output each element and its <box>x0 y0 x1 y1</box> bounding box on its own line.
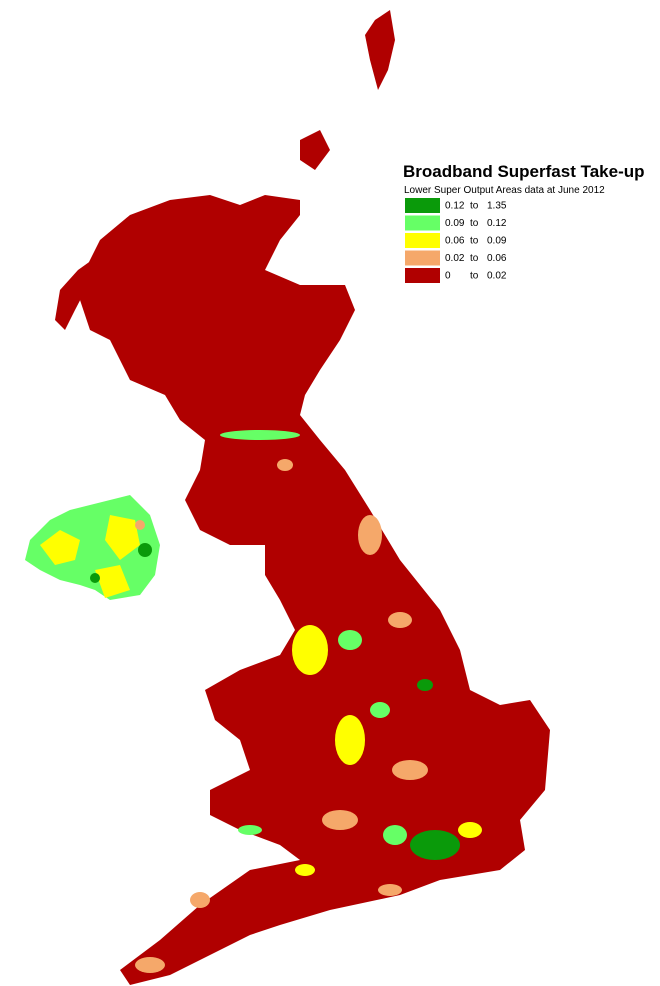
legend-from: 0.02 <box>445 253 465 264</box>
patch <box>388 612 412 628</box>
legend-to: 0.09 <box>487 236 507 247</box>
patch <box>238 825 262 835</box>
patch <box>358 515 382 555</box>
ni-patch <box>95 565 130 598</box>
legend-swatch <box>405 215 440 231</box>
legend: Broadband Superfast Take-up Lower Super … <box>403 162 645 283</box>
patch <box>338 630 362 650</box>
ni-patch <box>105 515 140 560</box>
patch <box>135 957 165 973</box>
patch <box>292 625 328 675</box>
legend-word: to <box>470 236 479 247</box>
northern-ireland <box>25 495 160 600</box>
legend-word: to <box>470 201 479 212</box>
great-britain <box>80 195 550 985</box>
orkney <box>300 130 330 170</box>
legend-to: 0.02 <box>487 271 507 282</box>
legend-from: 0.09 <box>445 218 465 229</box>
legend-word: to <box>470 271 479 282</box>
area-patches <box>135 430 482 973</box>
ni-patch <box>40 530 80 565</box>
patch <box>220 430 300 440</box>
patch <box>410 830 460 860</box>
legend-title: Broadband Superfast Take-up <box>403 162 645 181</box>
patch <box>322 810 358 830</box>
patch <box>458 822 482 838</box>
patch <box>190 892 210 908</box>
legend-from: 0 <box>445 271 451 282</box>
legend-word: to <box>470 253 479 264</box>
legend-swatch <box>405 268 440 283</box>
land <box>55 10 550 985</box>
legend-subtitle: Lower Super Output Areas data at June 20… <box>404 185 605 196</box>
patch <box>383 825 407 845</box>
patch <box>417 679 433 691</box>
patch <box>295 864 315 876</box>
patch <box>277 459 293 471</box>
patch <box>370 702 390 718</box>
patch <box>378 884 402 896</box>
ni-patch <box>135 520 145 530</box>
legend-from: 0.12 <box>445 201 465 212</box>
patch <box>335 715 365 765</box>
legend-word: to <box>470 218 479 229</box>
patch <box>392 760 428 780</box>
legend-from: 0.06 <box>445 236 465 247</box>
legend-swatch <box>405 233 440 248</box>
ni-patch <box>138 543 152 557</box>
shetland <box>365 10 395 90</box>
legend-to: 0.06 <box>487 253 507 264</box>
legend-to: 1.35 <box>487 201 507 212</box>
legend-swatch <box>405 250 440 266</box>
ni-patch <box>90 573 100 583</box>
legend-swatch <box>405 198 440 213</box>
legend-to: 0.12 <box>487 218 507 229</box>
outer-hebrides <box>55 260 92 330</box>
